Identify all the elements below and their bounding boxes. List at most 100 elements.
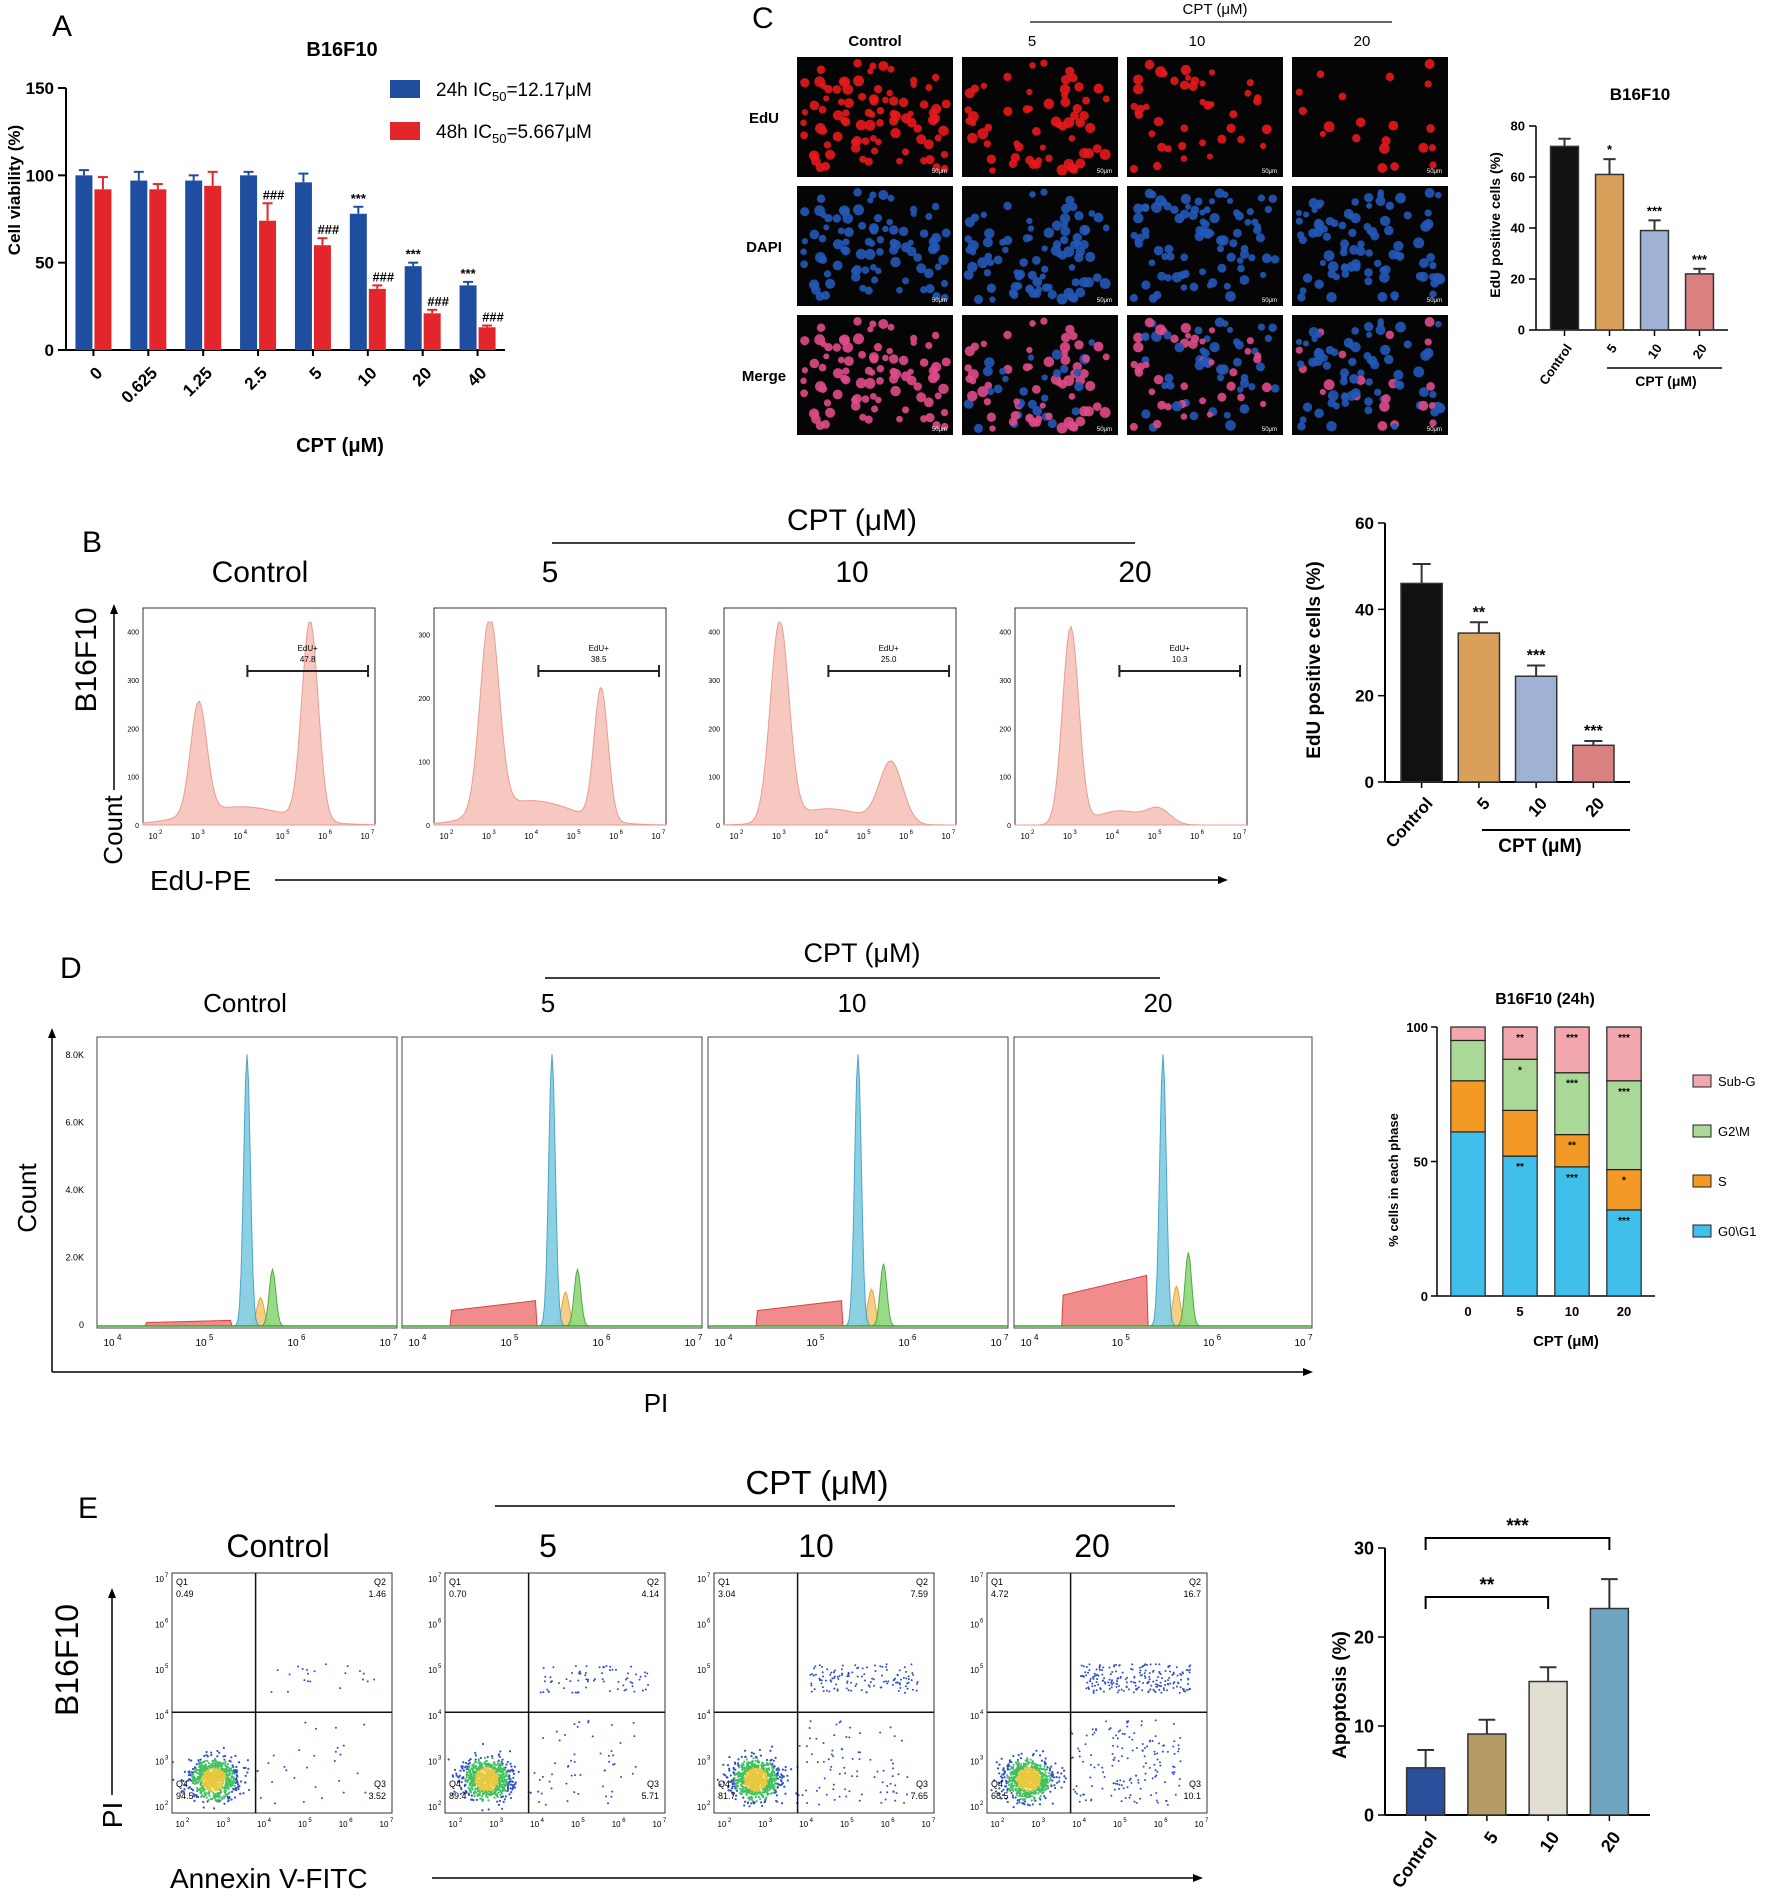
event-dot bbox=[910, 1663, 912, 1665]
event-dot bbox=[564, 1734, 566, 1736]
event-dot bbox=[482, 1743, 484, 1745]
significance-label: *** bbox=[1584, 723, 1603, 740]
event-dot bbox=[224, 1776, 226, 1778]
cell-nucleus bbox=[1027, 235, 1033, 241]
bar bbox=[1458, 633, 1499, 782]
cell-nucleus bbox=[816, 163, 825, 172]
bar-48h bbox=[369, 289, 386, 350]
bar-48h bbox=[314, 245, 331, 350]
cell-nucleus bbox=[1084, 277, 1094, 287]
event-dot bbox=[216, 1750, 218, 1752]
event-dot bbox=[486, 1770, 488, 1772]
event-dot bbox=[782, 1769, 784, 1771]
cell-nucleus bbox=[1207, 412, 1213, 418]
event-dot bbox=[466, 1776, 468, 1778]
legend-swatch bbox=[1693, 1225, 1711, 1237]
event-dot bbox=[883, 1681, 885, 1683]
event-dot bbox=[230, 1775, 232, 1777]
cell-nucleus bbox=[1040, 318, 1047, 325]
cell-nucleus bbox=[882, 355, 889, 362]
y-tick-label: 10 bbox=[697, 1803, 706, 1812]
x-tick-exponent: 7 bbox=[932, 1818, 936, 1824]
cell-nucleus bbox=[1224, 412, 1231, 419]
event-dot bbox=[498, 1779, 500, 1781]
x-tick-label: 10 bbox=[191, 832, 200, 841]
cell-nucleus bbox=[1199, 80, 1205, 86]
x-tick-label: 10 bbox=[1021, 832, 1030, 841]
significance-label: ** bbox=[1473, 604, 1486, 621]
x-tick-label: 10 bbox=[489, 1820, 498, 1829]
event-dot bbox=[861, 1675, 863, 1677]
event-dot bbox=[502, 1772, 504, 1774]
event-dot bbox=[206, 1786, 208, 1788]
event-dot bbox=[473, 1783, 475, 1785]
event-dot bbox=[192, 1768, 194, 1770]
event-dot bbox=[237, 1781, 239, 1783]
event-dot bbox=[771, 1765, 773, 1767]
edu-gate-name: EdU+ bbox=[589, 644, 610, 653]
event-dot bbox=[554, 1762, 556, 1764]
event-dot bbox=[842, 1665, 844, 1667]
cell-nucleus bbox=[1391, 423, 1397, 429]
event-dot bbox=[897, 1682, 899, 1684]
y-tick-label: 200 bbox=[708, 726, 720, 733]
cell-nucleus bbox=[1418, 143, 1428, 153]
cell-cycle-histograms-d: Control104105106107510410510610710104105… bbox=[65, 988, 1313, 1349]
scale-bar-label: 50μm bbox=[1427, 427, 1442, 433]
significance-label: *** bbox=[1527, 647, 1546, 664]
event-dot bbox=[758, 1776, 760, 1778]
event-dot bbox=[220, 1790, 222, 1792]
event-dot bbox=[495, 1776, 497, 1778]
cell-nucleus bbox=[1181, 323, 1191, 333]
event-dot bbox=[493, 1797, 495, 1799]
cell-nucleus bbox=[1133, 84, 1143, 94]
event-dot bbox=[730, 1774, 732, 1776]
event-dot bbox=[733, 1785, 735, 1787]
event-dot bbox=[1043, 1795, 1045, 1797]
event-dot bbox=[577, 1726, 579, 1728]
legend-swatch-24h bbox=[390, 80, 420, 98]
event-dot bbox=[611, 1791, 613, 1793]
event-dot bbox=[471, 1794, 473, 1796]
cell-nucleus bbox=[1025, 285, 1034, 294]
event-dot bbox=[501, 1764, 503, 1766]
x-tick-label: 10 bbox=[195, 1338, 207, 1349]
event-dot bbox=[343, 1745, 345, 1747]
event-dot bbox=[298, 1749, 300, 1751]
event-dot bbox=[199, 1762, 201, 1764]
event-dot bbox=[763, 1771, 765, 1773]
cell-nucleus bbox=[1269, 324, 1277, 332]
event-dot bbox=[908, 1678, 910, 1680]
event-dot bbox=[230, 1756, 232, 1758]
event-dot bbox=[203, 1796, 205, 1798]
event-dot bbox=[905, 1677, 907, 1679]
event-dot bbox=[196, 1787, 198, 1789]
cell-nucleus bbox=[1297, 293, 1305, 301]
cell-nucleus bbox=[1074, 82, 1083, 91]
cell-nucleus bbox=[1190, 283, 1199, 292]
event-dot bbox=[733, 1767, 735, 1769]
event-dot bbox=[835, 1724, 837, 1726]
event-dot bbox=[763, 1779, 765, 1781]
event-dot bbox=[205, 1780, 207, 1782]
event-dot bbox=[246, 1771, 248, 1773]
event-dot bbox=[841, 1668, 843, 1670]
event-dot bbox=[510, 1791, 512, 1793]
micro-row-label: DAPI bbox=[746, 239, 782, 256]
cell-nucleus bbox=[833, 214, 841, 222]
x-tick-label: 10 bbox=[718, 1820, 727, 1829]
cell-nucleus bbox=[1240, 275, 1250, 285]
cell-nucleus bbox=[816, 292, 825, 301]
event-dot bbox=[239, 1793, 241, 1795]
cell-nucleus bbox=[896, 287, 903, 294]
scale-bar-label: 50μm bbox=[932, 169, 947, 175]
event-dot bbox=[879, 1732, 881, 1734]
cell-nucleus bbox=[1365, 249, 1372, 256]
cell-nucleus bbox=[899, 98, 909, 108]
cell-nucleus bbox=[989, 296, 995, 302]
event-dot bbox=[484, 1778, 486, 1780]
event-dot bbox=[502, 1783, 504, 1785]
event-dot bbox=[210, 1751, 212, 1753]
x-tick-label: 5 bbox=[1473, 794, 1493, 814]
